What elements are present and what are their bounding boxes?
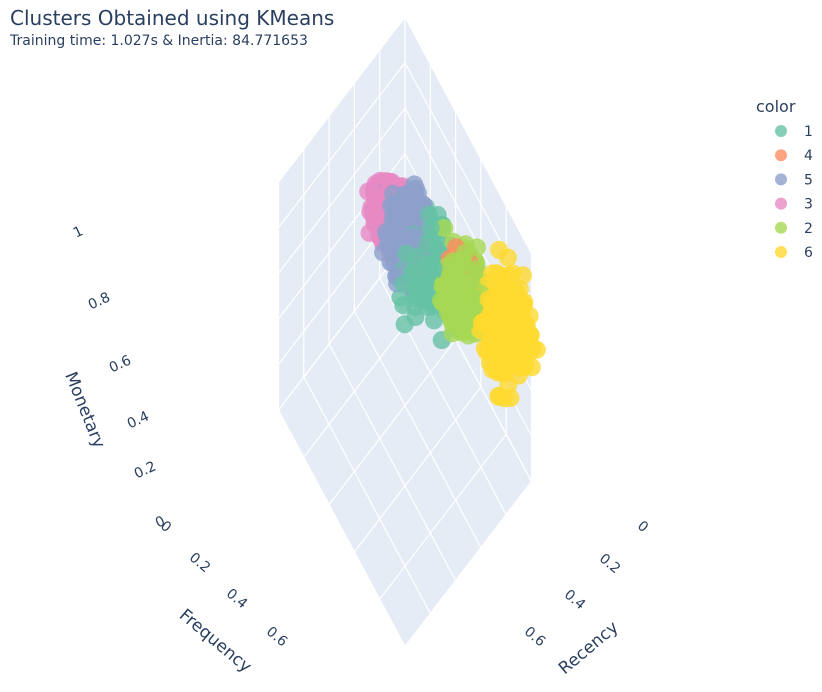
point-cluster-2[interactable] [459, 286, 478, 305]
legend-label-1[interactable]: 1 [804, 124, 813, 140]
tick-recency: 0.4 [561, 587, 588, 614]
point-cluster-6[interactable] [493, 353, 512, 372]
legend-marker-6[interactable] [775, 246, 787, 258]
point-cluster-1[interactable] [427, 240, 446, 259]
chart-subtitle: Training time: 1.027s & Inertia: 84.7716… [10, 33, 308, 49]
legend-marker-1[interactable] [775, 125, 787, 137]
legend-marker-3[interactable] [775, 197, 787, 210]
tick-frequency: 0.2 [186, 550, 213, 577]
grid-frequency-floor [303, 376, 431, 614]
point-cluster-1[interactable] [425, 311, 443, 330]
grid-monetary-left [278, 107, 406, 274]
point-cluster-5[interactable] [381, 239, 400, 258]
legend-label-2[interactable]: 2 [804, 221, 813, 237]
point-cluster-1[interactable] [394, 296, 413, 315]
tick-recency: 0.6 [521, 624, 548, 651]
grid-monetary-left [278, 244, 406, 411]
scene-pane-1 [278, 17, 405, 410]
point-cluster-1[interactable] [409, 277, 428, 296]
point-cluster-6[interactable] [482, 315, 501, 334]
axis-title-recency: Recency [555, 618, 623, 679]
point-cluster-5[interactable] [383, 195, 402, 214]
legend-marker-5[interactable] [775, 173, 787, 186]
point-cluster-2[interactable] [442, 301, 461, 320]
legend-label-6[interactable]: 6 [804, 245, 813, 261]
point-cluster-2[interactable] [435, 219, 454, 238]
grid-frequency-floor [328, 343, 457, 581]
tick-frequency: 0.4 [223, 586, 250, 613]
point-cluster-6[interactable] [490, 240, 508, 259]
point-cluster-6[interactable] [495, 389, 514, 408]
point-cluster-5[interactable] [403, 229, 422, 248]
legend[interactable]: color 1 4 5 3 2 6 [756, 97, 813, 261]
legend-label-4[interactable]: 4 [804, 148, 813, 164]
point-cluster-1[interactable] [395, 315, 414, 334]
tick-recency: 0.2 [596, 551, 623, 578]
grid-monetary-left [278, 62, 406, 228]
point-cluster-6[interactable] [500, 321, 519, 340]
grid-recency-floor [404, 481, 532, 647]
data-points[interactable] [359, 171, 546, 408]
grid-frequency-floor [277, 409, 406, 647]
legend-label-5[interactable]: 5 [804, 172, 813, 188]
tick-recency: 0 [634, 518, 651, 536]
axis-title-frequency: Frequency [175, 605, 255, 677]
legend-marker-4[interactable] [775, 149, 787, 162]
grid-monetary-left [278, 16, 406, 183]
legend-label-3[interactable]: 3 [804, 197, 813, 213]
grid-frequency-floor [353, 310, 482, 548]
point-cluster-1[interactable] [420, 205, 439, 224]
tick-monetary: 0.2 [132, 458, 159, 482]
point-cluster-1[interactable] [402, 262, 420, 281]
tick-monetary: 0.4 [125, 408, 152, 432]
legend-marker-2[interactable] [775, 221, 787, 234]
grid-recency-floor [353, 386, 482, 553]
tick-monetary: 0.8 [86, 289, 113, 313]
point-cluster-3[interactable] [360, 223, 379, 242]
legend-title: color [756, 97, 796, 116]
grid-recency-floor [379, 433, 507, 600]
tick-frequency: 0.6 [263, 624, 290, 651]
grid-monetary-right [404, 16, 533, 254]
scene-pane-2 [278, 245, 532, 647]
tick-monetary: 0.6 [107, 352, 134, 376]
chart-title: Clusters Obtained using KMeans [10, 6, 335, 30]
grid-recency-floor [328, 339, 457, 505]
point-cluster-1[interactable] [421, 218, 440, 237]
tick-monetary: 1 [71, 223, 86, 241]
axis-title-monetary: Monetary [60, 369, 109, 451]
point-cluster-1[interactable] [424, 258, 443, 277]
point-cluster-2[interactable] [456, 313, 475, 332]
